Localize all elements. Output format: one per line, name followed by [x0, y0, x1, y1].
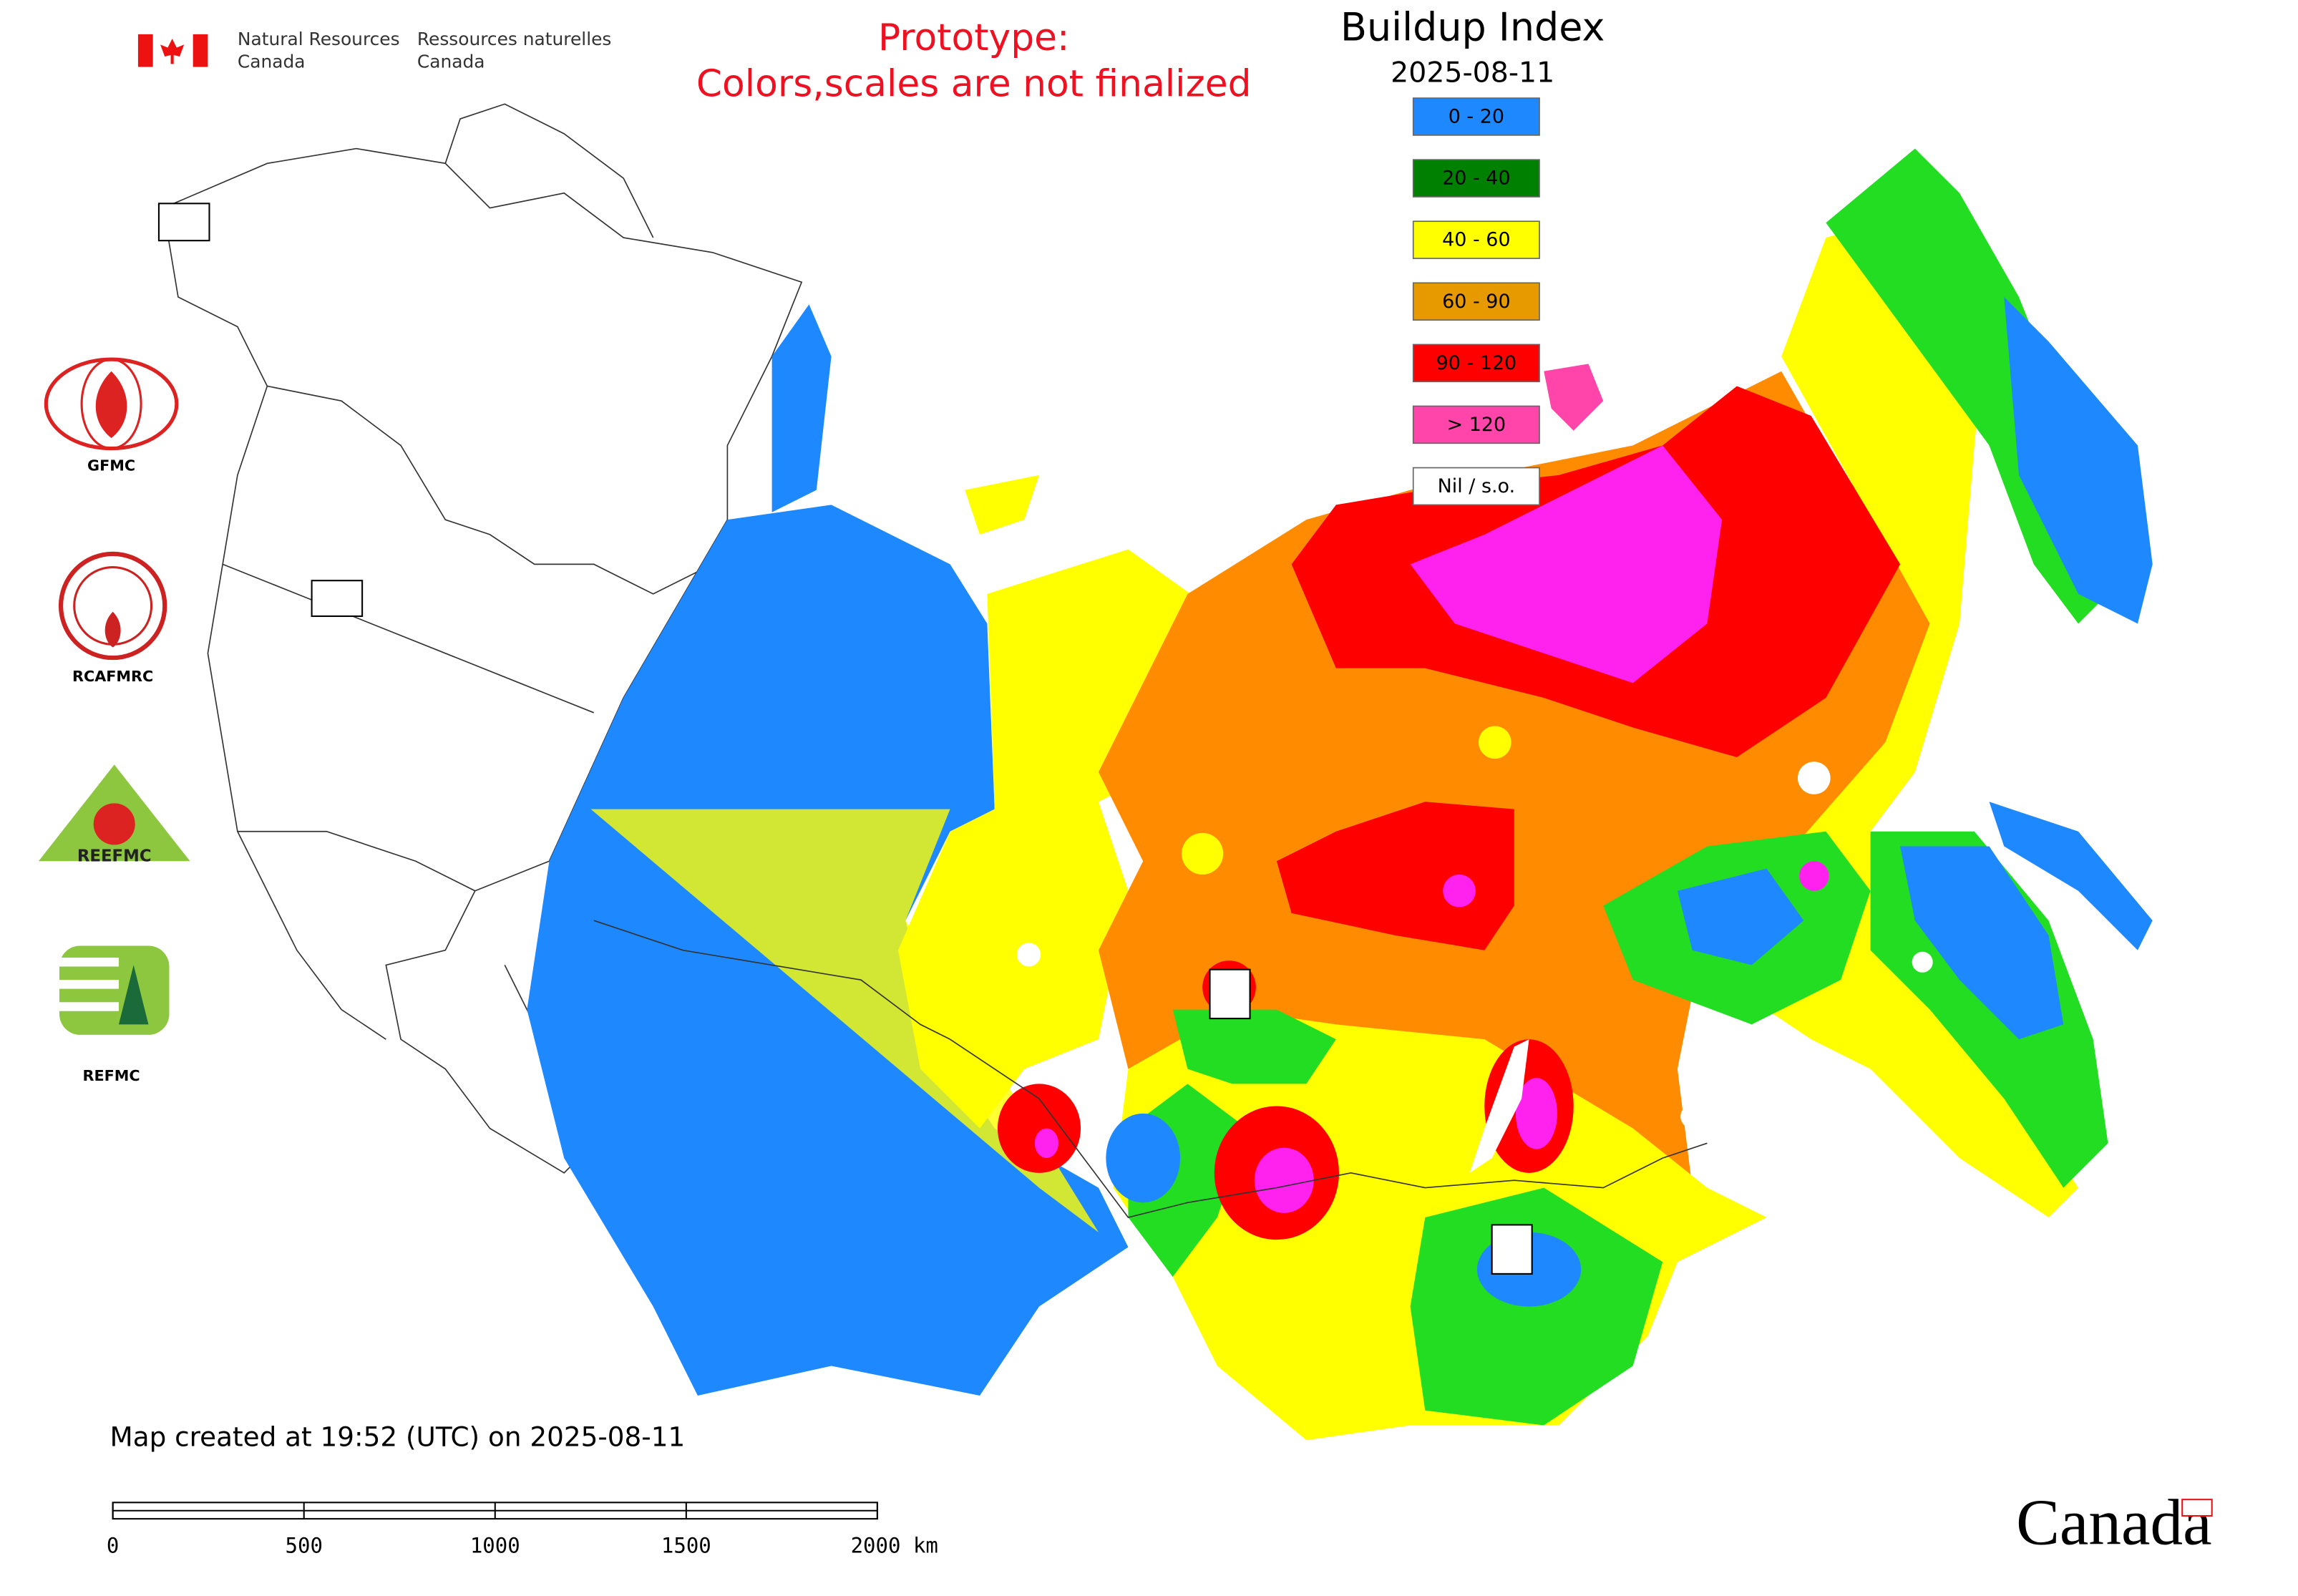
scale-label: 2000 km — [851, 1534, 938, 1558]
agency-name: Ressources naturelles — [417, 29, 612, 49]
legend-label: 40 - 60 — [1442, 229, 1510, 251]
map-title: Buildup Index — [1340, 4, 1605, 49]
legend-label: Nil / s.o. — [1438, 475, 1516, 497]
logo-refmc: REFMC — [59, 945, 170, 1084]
canada-wordmark: Canada — [2016, 1486, 2212, 1559]
logo-label: REEFMC — [77, 847, 152, 866]
logo-rcafmrc: RCAFMRC — [58, 551, 167, 685]
logo-label: REFMC — [82, 1067, 140, 1084]
prototype-notice: Prototype: — [878, 16, 1070, 59]
legend-label: 90 - 120 — [1436, 352, 1517, 374]
legend-swatch — [1412, 220, 1540, 259]
gov-header: Natural Resources Canada Ressources natu… — [137, 29, 612, 72]
border-line — [950, 1038, 1708, 1218]
legend-label: 0 - 20 — [1449, 106, 1504, 128]
center-marker — [157, 203, 210, 242]
center-marker — [311, 580, 364, 618]
agency-name: Canada — [238, 51, 306, 72]
scale-label: 1500 — [661, 1534, 711, 1558]
legend-label: 60 - 90 — [1442, 291, 1510, 313]
center-marker — [1209, 968, 1251, 1020]
agency-name: Natural Resources — [238, 29, 400, 49]
creation-note: Map created at 19:52 (UTC) on 2025-08-11 — [109, 1421, 685, 1453]
logo-label: RCAFMRC — [72, 668, 153, 685]
legend-swatch — [1412, 97, 1540, 136]
legend-label: > 120 — [1447, 414, 1506, 436]
scale-label: 1000 — [470, 1534, 520, 1558]
center-marker — [1491, 1224, 1533, 1275]
maple-leaf — [160, 39, 185, 64]
scale-label: 500 — [285, 1534, 322, 1558]
wordmark-flag — [2181, 1499, 2213, 1517]
scale-label: 0 — [107, 1534, 119, 1558]
logo-reefmc: REEFMC — [38, 764, 190, 866]
border-line — [593, 920, 950, 1040]
legend-swatch — [1412, 282, 1540, 321]
legend: 0 - 20 20 - 40 40 - 60 60 - 90 90 - 120 > 120… — [1412, 97, 1540, 506]
legend-swatch — [1412, 159, 1540, 198]
logo-label: GFMC — [87, 457, 135, 474]
flag-bar — [193, 34, 208, 67]
prototype-notice: Colors,scales are not finalized — [696, 62, 1252, 105]
fire-index-regions — [527, 148, 2153, 1441]
scale-bar: 0 500 1000 1500 2000 km — [107, 1502, 938, 1558]
map-date: 2025-08-11 — [1391, 56, 1554, 89]
agency-name: Canada — [417, 51, 485, 72]
legend-label: 20 - 40 — [1442, 167, 1510, 190]
legend-swatch — [1412, 467, 1540, 506]
legend-swatch — [1412, 344, 1540, 383]
logo-gfmc: GFMC — [44, 357, 179, 474]
flag-bar — [137, 34, 153, 67]
legend-swatch — [1412, 405, 1540, 444]
